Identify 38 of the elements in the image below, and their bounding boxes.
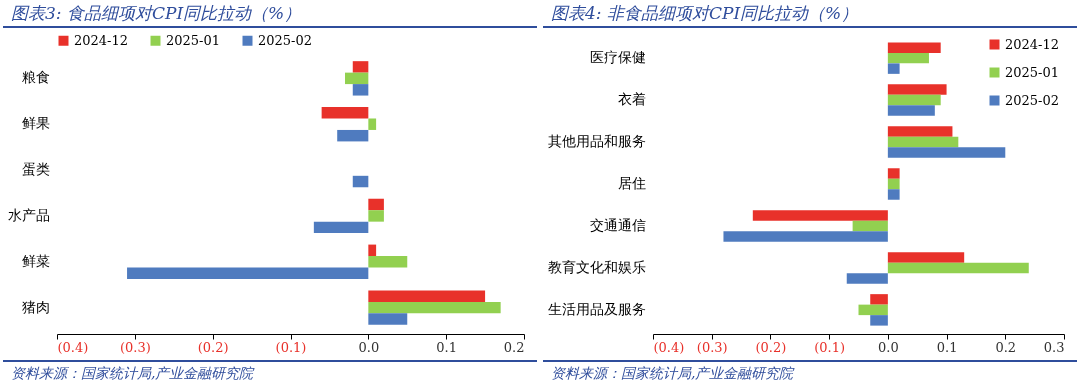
- x-tick-label: 0.1: [936, 339, 958, 355]
- legend-label: 2025-01: [1005, 64, 1060, 80]
- y-tick-label: 水产品: [7, 206, 50, 223]
- legend-label: 2025-02: [1005, 92, 1060, 108]
- x-tick-label: 0.2: [503, 339, 525, 355]
- legend-label: 2024-12: [74, 32, 129, 48]
- legend-label: 2024-12: [1005, 36, 1060, 52]
- y-tick-label: 居住: [617, 175, 646, 191]
- y-tick-label: 粮食: [21, 69, 50, 86]
- x-tick-label: (0.2): [755, 339, 787, 355]
- chart-title: 图表4: 非食品细项对CPI同比拉动（%）: [543, 0, 1077, 28]
- x-tick-label: (0.4): [653, 339, 685, 355]
- x-tick-label: (0.3): [119, 339, 151, 355]
- text: 资料来源：国家统计局,产业金融研究院: [551, 365, 794, 381]
- legend-label: 2025-01: [166, 32, 221, 48]
- y-tick-label: 医疗保健: [589, 49, 646, 66]
- y-tick-label: 猪肉: [21, 298, 50, 315]
- y-tick-label: 交通通信: [589, 216, 646, 233]
- y-tick-label: 教育文化和娱乐: [547, 258, 646, 275]
- x-tick-label: (0.1): [275, 339, 307, 355]
- x-tick-label: (0.2): [197, 339, 229, 355]
- y-tick-label: 衣着: [617, 91, 646, 108]
- y-tick-label: 其他用品和服务: [547, 133, 646, 150]
- text: 资料来源：国家统计局,产业金融研究院: [11, 365, 254, 381]
- x-tick-label: (0.4): [57, 339, 89, 355]
- x-tick-label: 0.0: [878, 339, 899, 355]
- x-tick-label: 0.2: [995, 339, 1017, 355]
- x-tick-label: 0.3: [1043, 339, 1065, 355]
- x-tick-label: (0.3): [696, 339, 728, 355]
- legend-label: 2025-02: [258, 32, 313, 48]
- y-tick-label: 生活用品及服务: [547, 300, 646, 317]
- y-tick-label: 鲜果: [21, 115, 50, 132]
- y-tick-label: 鲜菜: [21, 252, 50, 269]
- x-tick-label: (0.1): [814, 339, 846, 355]
- x-tick-label: 0.0: [358, 339, 380, 355]
- x-tick-label: 0.1: [436, 339, 458, 355]
- y-tick-label: 蛋类: [21, 161, 50, 178]
- chart-title: 图表3: 食品细项对CPI同比拉动（%）: [3, 0, 537, 28]
